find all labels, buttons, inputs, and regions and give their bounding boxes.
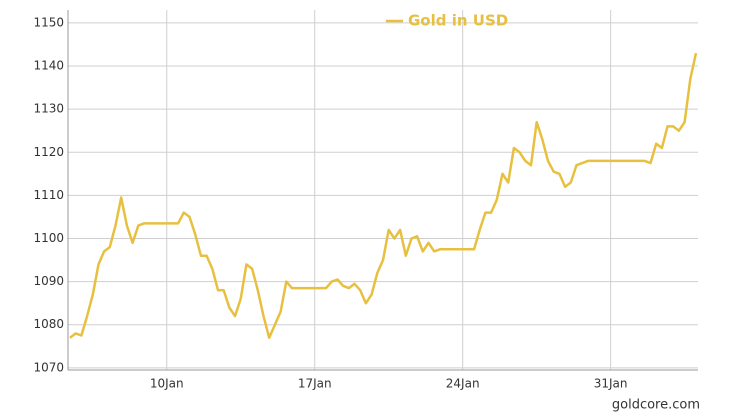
y-tick-label: 1130 [33, 102, 64, 116]
y-tick-label: 1150 [33, 15, 64, 29]
y-tick-label: 1090 [33, 274, 64, 288]
legend-label: Gold in USD [408, 12, 508, 30]
y-tick-label: 1140 [33, 59, 64, 73]
y-tick-label: 1100 [33, 231, 64, 245]
x-tick-label: 17Jan [298, 377, 332, 391]
y-tick-label: 1070 [33, 360, 64, 374]
y-tick-label: 1110 [33, 188, 64, 202]
y-tick-label: 1080 [33, 317, 64, 331]
y-tick-label: 1120 [33, 145, 64, 159]
x-tick-label: 24Jan [446, 377, 480, 391]
x-tick-label: 31Jan [594, 377, 628, 391]
x-tick-label: 10Jan [150, 377, 184, 391]
line-series [69, 52, 698, 339]
source: goldcore.com [612, 398, 700, 413]
